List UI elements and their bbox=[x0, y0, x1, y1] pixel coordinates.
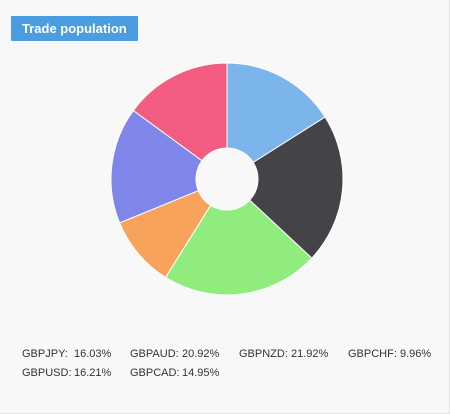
pie-slice-gbpjpy[interactable] bbox=[226, 62, 326, 164]
legend-item-gbpusd: GBPUSD: 16.21% bbox=[22, 367, 111, 379]
legend-value: 9.96% bbox=[400, 348, 432, 360]
legend-item-gbpchf: GBPCHF: 9.96% bbox=[348, 348, 431, 360]
chart-title-button[interactable]: Trade population bbox=[11, 16, 138, 41]
legend-label: GBPCAD: bbox=[130, 367, 180, 379]
legend-value: 21.92% bbox=[291, 348, 329, 360]
legend-item-gbpnzd: GBPNZD: 21.92% bbox=[239, 348, 328, 360]
legend-value: 20.92% bbox=[182, 348, 220, 360]
legend-item-gbpcad: GBPCAD: 14.95% bbox=[130, 367, 219, 379]
legend-label: GBPUSD: bbox=[22, 367, 72, 379]
pie-slice-gbpaud[interactable] bbox=[248, 116, 344, 259]
donut-chart bbox=[110, 62, 344, 296]
legend-item-gbpaud: GBPAUD: 20.92% bbox=[130, 348, 219, 360]
legend-item-gbpjpy: GBPJPY: 16.03% bbox=[22, 348, 111, 360]
legend-label: GBPAUD: bbox=[130, 348, 179, 360]
legend-value: 16.03% bbox=[74, 348, 112, 360]
legend-label: GBPJPY: bbox=[22, 348, 68, 360]
pie-slice-gbpnzd[interactable] bbox=[164, 199, 313, 296]
legend-label: GBPNZD: bbox=[239, 348, 288, 360]
pie-slice-gbpcad[interactable] bbox=[132, 62, 228, 162]
pie-slice-gbpusd[interactable] bbox=[110, 109, 203, 224]
legend-label: GBPCHF: bbox=[348, 348, 397, 360]
legend-value: 16.21% bbox=[74, 367, 112, 379]
legend-value: 14.95% bbox=[182, 367, 220, 379]
